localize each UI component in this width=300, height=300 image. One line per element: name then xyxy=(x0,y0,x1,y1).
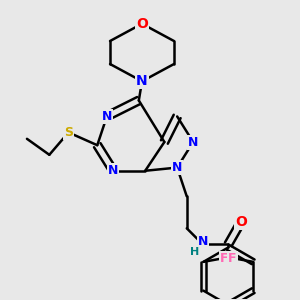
Text: F: F xyxy=(220,252,228,265)
Text: F: F xyxy=(228,252,237,265)
Text: N: N xyxy=(136,74,148,88)
Text: N: N xyxy=(108,164,119,177)
Text: N: N xyxy=(102,110,112,123)
Text: O: O xyxy=(235,215,247,229)
Text: O: O xyxy=(136,17,148,31)
Text: S: S xyxy=(64,126,73,139)
Text: N: N xyxy=(197,235,208,248)
Text: H: H xyxy=(190,247,200,257)
Text: N: N xyxy=(172,161,182,174)
Text: N: N xyxy=(188,136,198,148)
